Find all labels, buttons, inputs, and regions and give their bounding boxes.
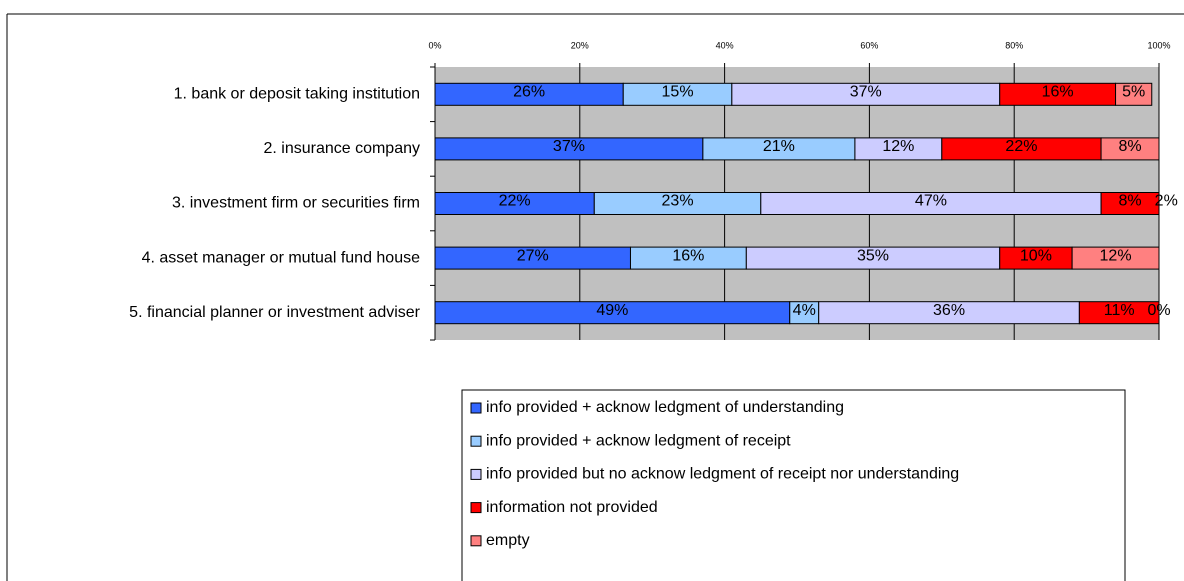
data-label: 16% xyxy=(1042,84,1074,101)
legend-swatch xyxy=(470,435,482,447)
x-tick-label: 0% xyxy=(428,40,441,50)
data-label: 47% xyxy=(915,193,947,210)
category-label: 2. insurance company xyxy=(263,140,420,157)
legend-swatch xyxy=(470,468,482,480)
data-label: 11% xyxy=(1104,302,1135,319)
data-label: 35% xyxy=(857,247,889,264)
x-tick-label: 40% xyxy=(716,40,734,50)
legend-swatch xyxy=(470,502,482,514)
category-label: 4. asset manager or mutual fund house xyxy=(142,249,420,266)
category-label: 1. bank or deposit taking institution xyxy=(174,86,420,103)
data-label: 22% xyxy=(1005,138,1037,155)
x-tick-label: 20% xyxy=(571,40,589,50)
data-label: 21% xyxy=(763,138,795,155)
x-tick-label: 60% xyxy=(860,40,878,50)
bar-segment xyxy=(1071,246,1159,270)
bar-segment xyxy=(1100,137,1159,161)
legend-label: info provided + acknow ledgment of under… xyxy=(486,399,844,416)
data-label: 12% xyxy=(1100,247,1132,264)
data-label: 0% xyxy=(1147,302,1170,319)
legend-label: info provided but no acknow ledgment of … xyxy=(486,466,959,483)
data-label: 36% xyxy=(933,302,965,319)
data-label: 27% xyxy=(517,247,549,264)
legend: info provided + acknow ledgment of under… xyxy=(470,399,959,549)
data-label: 12% xyxy=(882,138,914,155)
data-label: 26% xyxy=(513,84,545,101)
bar-segment xyxy=(1078,301,1159,325)
data-label: 22% xyxy=(499,193,531,210)
data-label: 5% xyxy=(1122,84,1145,101)
data-label: 37% xyxy=(850,84,882,101)
data-label: 49% xyxy=(596,302,628,319)
data-label: 10% xyxy=(1020,247,1052,264)
legend-label: information not provided xyxy=(486,499,658,516)
x-tick-label: 80% xyxy=(1005,40,1023,50)
category-label: 5. financial planner or investment advis… xyxy=(129,304,420,321)
legend-box xyxy=(461,389,1126,581)
legend-swatch xyxy=(470,402,482,414)
data-label: 23% xyxy=(662,193,694,210)
bar-segment xyxy=(1115,82,1153,106)
legend-swatch xyxy=(470,535,482,547)
data-label: 37% xyxy=(553,138,585,155)
legend-label: info provided + acknow ledgment of recei… xyxy=(486,432,791,449)
bars xyxy=(435,82,1159,325)
data-label: 2% xyxy=(1155,193,1178,210)
legend-label: empty xyxy=(486,532,530,549)
data-label: 16% xyxy=(672,247,704,264)
labels: 1. bank or deposit taking institution 26%… xyxy=(129,84,1178,321)
data-label: 8% xyxy=(1118,193,1141,210)
data-label: 15% xyxy=(662,84,694,101)
x-tick-label: 100% xyxy=(1147,40,1170,50)
data-label: 8% xyxy=(1118,138,1141,155)
category-label: 3. investment firm or securities firm xyxy=(172,195,420,212)
data-label: 4% xyxy=(793,302,816,319)
